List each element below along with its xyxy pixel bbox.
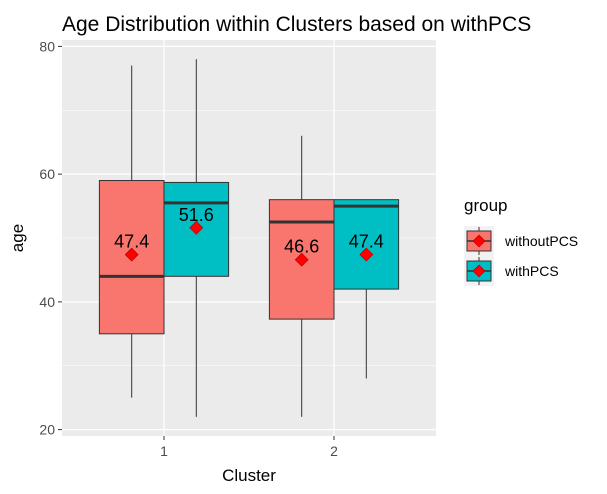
box-iqr	[333, 199, 400, 290]
chart-title: Age Distribution within Clusters based o…	[62, 13, 531, 36]
legend-key-mean-marker	[472, 234, 486, 248]
gridlines	[62, 40, 436, 436]
x-axis-title: Cluster	[222, 466, 276, 485]
legend-item-withPCS: withPCS	[464, 256, 559, 286]
mean-marker	[359, 247, 374, 262]
x-tick-label: 2	[330, 443, 338, 459]
box-withPCS-cluster-2: 47.4	[333, 199, 400, 379]
mean-marker	[124, 247, 139, 262]
boxes: 47.4 46.6 51.6 47.4	[98, 59, 400, 417]
box-withoutPCS-cluster-2: 46.6	[268, 135, 335, 417]
mean-marker	[189, 220, 204, 235]
mean-label: 46.6	[284, 237, 319, 257]
x-tick-label: 1	[160, 443, 168, 459]
mean-marker	[294, 252, 309, 267]
y-tick-label: 60	[39, 166, 55, 182]
legend-key-mean-marker	[472, 264, 486, 278]
y-axis: 20 40 60 80	[39, 38, 62, 438]
legend-label: withoutPCS	[504, 233, 578, 249]
legend-label: withPCS	[504, 263, 559, 279]
legend-title: group	[464, 196, 507, 215]
y-tick-label: 20	[39, 422, 55, 438]
mean-label: 51.6	[179, 205, 214, 225]
y-axis-title: age	[8, 224, 27, 252]
box-withPCS-cluster-1: 51.6	[163, 59, 230, 417]
legend: group withoutPCS withPCS	[464, 196, 578, 286]
mean-label: 47.4	[349, 232, 384, 252]
y-tick-label: 40	[39, 294, 55, 310]
mean-label: 47.4	[114, 232, 149, 252]
y-tick-label: 80	[39, 38, 55, 54]
legend-item-withoutPCS: withoutPCS	[464, 226, 578, 256]
